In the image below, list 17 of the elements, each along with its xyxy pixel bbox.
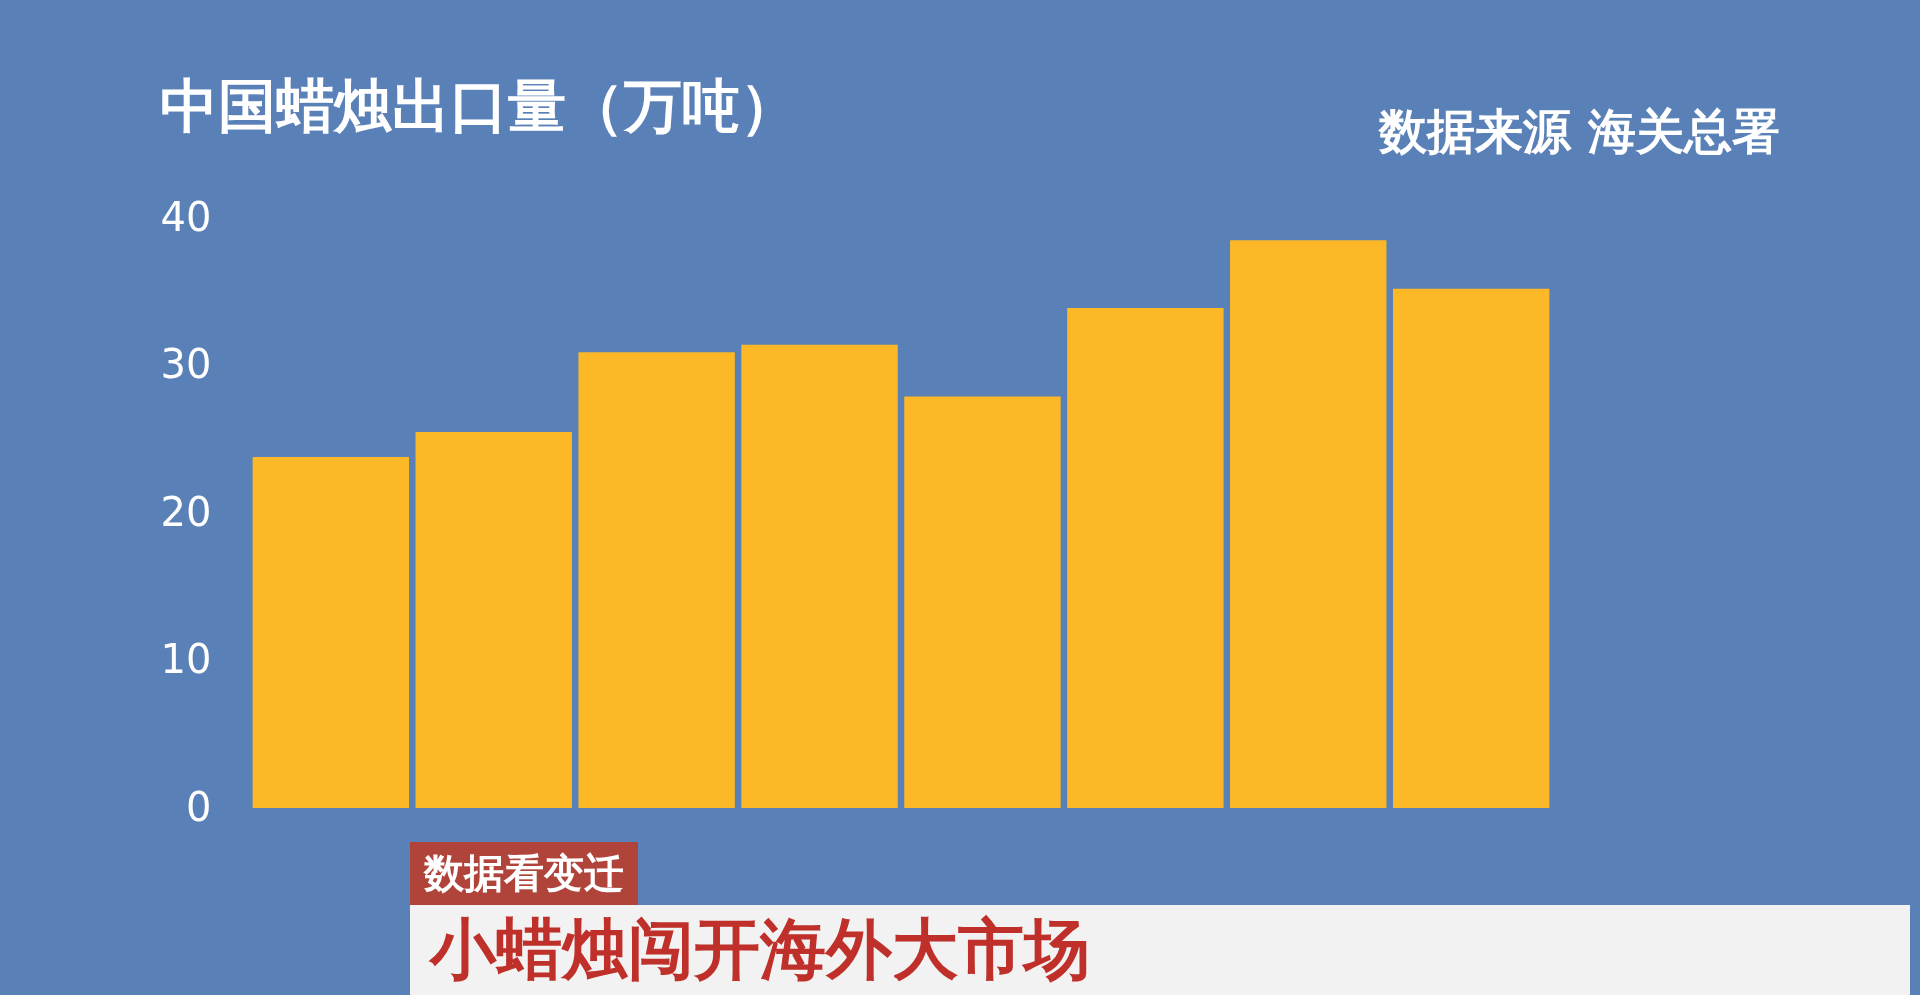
bar bbox=[1392, 288, 1550, 808]
bar bbox=[578, 352, 735, 808]
bar bbox=[415, 431, 572, 808]
bar bbox=[252, 456, 410, 808]
y-tick-label: 10 bbox=[160, 636, 212, 682]
source-note: 数据来源 海关总署 bbox=[1379, 102, 1780, 161]
y-tick-label: 0 bbox=[186, 783, 212, 830]
bar bbox=[1067, 307, 1224, 808]
chart-title: 中国蜡烛出口量（万吨） bbox=[160, 72, 799, 140]
bar bbox=[1230, 240, 1387, 808]
y-tick-label: 20 bbox=[160, 488, 212, 535]
y-tick-label: 40 bbox=[160, 193, 212, 240]
text: 数据看变迁 bbox=[410, 842, 638, 905]
y-tick-label: 30 bbox=[160, 341, 212, 387]
text: 小蜡烛闯开海外大市场 bbox=[410, 905, 1910, 995]
bar bbox=[741, 344, 898, 808]
bar bbox=[904, 396, 1061, 808]
